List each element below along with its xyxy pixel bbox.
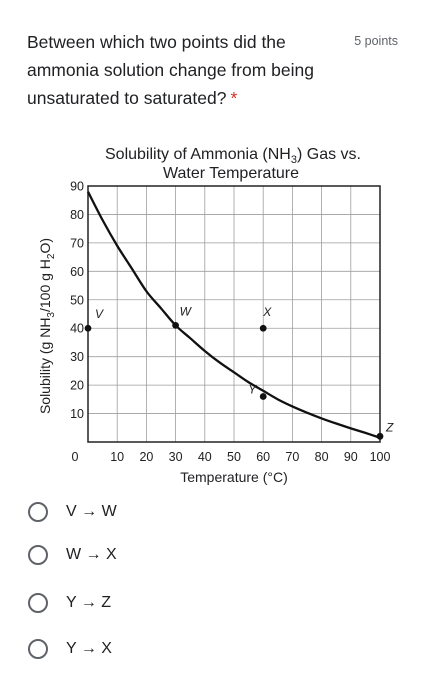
radio-button-icon[interactable] — [28, 593, 48, 613]
x-tick-label: 60 — [256, 450, 270, 464]
x-axis-label: Temperature (°C) — [180, 469, 288, 485]
point-label-x: X — [262, 305, 272, 319]
y-tick-label: 50 — [70, 293, 84, 307]
points-badge: 5 points — [354, 34, 398, 48]
question-text: Between which two points did the ammonia… — [27, 28, 345, 112]
y-axis-label: Solubility (g NH3/100 g H2O) — [37, 238, 57, 414]
y-tick-label: 40 — [70, 322, 84, 336]
point-label-z: Z — [385, 420, 394, 434]
option-v-w[interactable]: V → W — [28, 498, 117, 526]
solubility-curve — [86, 191, 381, 439]
y-tick-label: 30 — [70, 350, 84, 364]
radio-button-icon[interactable] — [28, 639, 48, 659]
x-tick-label: 20 — [139, 450, 153, 464]
point-y — [259, 393, 267, 400]
required-asterisk: * — [230, 88, 238, 108]
x-tick-label: 50 — [227, 450, 241, 464]
option-label: Y → Z — [66, 594, 112, 611]
y-tick-label: 60 — [70, 265, 84, 279]
y-tick-label: 80 — [70, 208, 84, 222]
x-tick-label: 80 — [315, 450, 329, 464]
question-label: Between which two points did the ammonia… — [27, 32, 314, 108]
y-tick-label: 10 — [70, 407, 84, 421]
point-label-v: V — [95, 307, 104, 321]
chart-title-line2: Water Temperature — [163, 165, 299, 182]
chart-svg: Solubility of Ammonia (NH3) Gas vs.Water… — [37, 146, 394, 485]
x-tick-label: 90 — [344, 450, 358, 464]
point-v — [84, 324, 92, 332]
point-label-y: Y — [248, 382, 257, 396]
radio-button-icon[interactable] — [28, 545, 48, 565]
y-tick-label: 20 — [70, 379, 84, 393]
chart-title: Solubility of Ammonia (NH3) Gas vs. — [105, 146, 361, 166]
option-y-z[interactable]: Y → Z — [28, 589, 111, 617]
solubility-chart: Solubility of Ammonia (NH3) Gas vs. Water… — [0, 130, 428, 490]
point-w — [172, 321, 180, 329]
option-y-x[interactable]: Y → X — [28, 635, 112, 663]
option-label: V → W — [66, 503, 117, 520]
y-tick-label: 70 — [70, 236, 84, 250]
point-label-w: W — [180, 304, 193, 318]
x-tick-label: 10 — [110, 450, 124, 464]
radio-button-icon[interactable] — [28, 502, 48, 522]
point-x — [259, 324, 267, 332]
plot-frame — [87, 185, 381, 443]
option-label: Y → X — [66, 640, 112, 657]
y-tick-label: 90 — [70, 180, 84, 194]
point-z — [376, 432, 384, 440]
x-tick-label: 70 — [285, 450, 299, 464]
x-tick-label: 0 — [72, 450, 79, 464]
x-tick-label: 40 — [198, 450, 212, 464]
x-tick-label: 100 — [370, 450, 391, 464]
option-w-x[interactable]: W → X — [28, 541, 117, 569]
option-label: W → X — [66, 546, 117, 563]
x-tick-label: 30 — [169, 450, 183, 464]
